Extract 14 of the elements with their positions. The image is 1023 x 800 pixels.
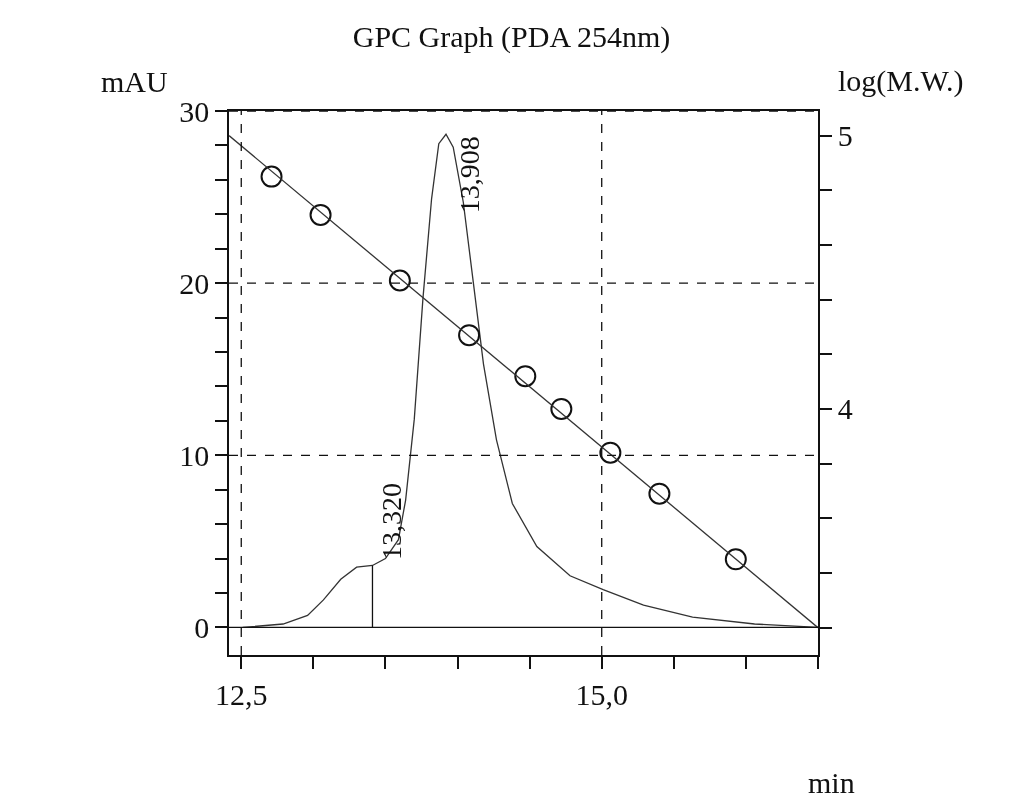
y-tick-label: 30 (179, 94, 210, 128)
annotation: 13,908 (453, 136, 485, 214)
x-tick-label: 15,0 (575, 677, 628, 711)
x-axis-title: min (808, 766, 855, 799)
y-axis-title: mAU (101, 65, 168, 98)
y-tick-label: 20 (179, 266, 210, 300)
annotation: 13,320 (375, 482, 407, 560)
chart-title: GPC Graph (PDA 254nm) (352, 19, 671, 54)
y-tick-label: 0 (194, 610, 210, 644)
x-tick-label: 12,5 (215, 677, 268, 711)
y2-tick-label: 5 (837, 119, 853, 153)
y2-axis-title: log(M.W.) (838, 64, 964, 98)
y-tick-label: 10 (179, 438, 210, 472)
y2-tick-label: 4 (837, 392, 853, 426)
